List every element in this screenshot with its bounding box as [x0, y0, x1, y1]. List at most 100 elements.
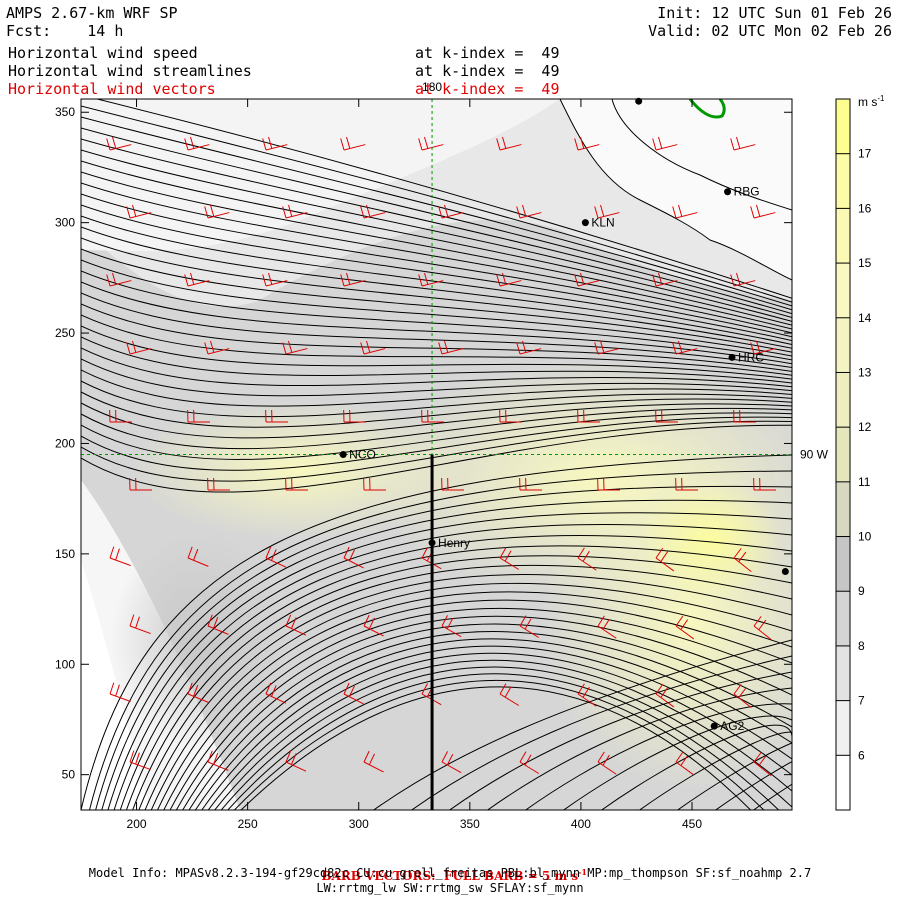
wind-barb [597, 751, 617, 775]
streamline [182, 623, 792, 810]
wind-barb [109, 546, 131, 567]
wind-barb [363, 477, 386, 491]
y-tick-label: 250 [55, 326, 75, 340]
streamline [101, 499, 792, 810]
x-tick-label: 450 [682, 817, 702, 831]
wind-barb [574, 136, 600, 151]
wind-barb [675, 477, 698, 491]
wind-barb [438, 340, 464, 355]
wind-barb [262, 136, 288, 151]
colorbar-label: 11 [858, 475, 871, 489]
wind-barb [655, 683, 675, 708]
wind-barb [207, 750, 229, 771]
x-tick-label: 300 [349, 817, 369, 831]
streamline [81, 380, 792, 418]
streamline [119, 535, 792, 810]
plot-frame [80, 98, 793, 811]
streamline [81, 347, 792, 388]
wind-barb [106, 136, 132, 151]
wind-barb [496, 272, 522, 287]
streamlines [81, 99, 792, 810]
wind-barb [109, 409, 132, 423]
wind-barb [418, 136, 444, 151]
streamline [81, 127, 792, 311]
streamline [81, 259, 792, 357]
field-level-speed: at k-index = 49 [415, 44, 560, 62]
colorbar-swatch [836, 263, 850, 318]
wind-barb [577, 409, 600, 423]
wind-barb [733, 684, 752, 709]
plot-area [81, 99, 792, 810]
y-tick-label: 150 [55, 547, 75, 561]
streamline [126, 545, 792, 810]
model-info-2: LW:rrtmg_lw SW:rrtmg_sw SFLAY:sf_mynn [316, 881, 584, 895]
wind-barb [733, 548, 752, 573]
meridian-label: 180 [422, 80, 442, 94]
streamline [81, 149, 792, 318]
station-label: RBG [734, 185, 760, 199]
colorbar-label: 9 [858, 584, 865, 598]
x-tick-label: 350 [460, 817, 480, 831]
wind-barb [129, 750, 151, 771]
wind-barb [360, 204, 386, 219]
streamline [113, 524, 792, 810]
wind-barb [499, 409, 522, 423]
streamline [144, 574, 792, 810]
streamline [207, 652, 792, 810]
coastline-inner [611, 99, 792, 211]
wind-barb [655, 409, 678, 423]
streamline [188, 631, 792, 810]
streamline [81, 248, 792, 353]
colorbar-label: 10 [858, 530, 872, 544]
model-info: Model Info: MPASv8.2.3-194-gf29cd82c CU:… [88, 866, 812, 880]
streamline [233, 679, 765, 810]
streamline [81, 314, 792, 376]
streamline [81, 226, 792, 345]
field-name-vectors: Horizontal wind vectors [8, 80, 216, 98]
wind-barb [750, 204, 776, 219]
colorbar-swatch [836, 591, 850, 646]
barb-legend-exp: -1 [578, 867, 587, 877]
streamline [81, 138, 792, 315]
wind-barb [753, 752, 772, 777]
streamline [169, 607, 792, 810]
wind-barb [655, 547, 675, 572]
streamline [81, 105, 792, 303]
wind-barb [753, 616, 772, 641]
streamline [81, 292, 792, 369]
wind-barb [730, 136, 756, 151]
y-tick-label: 100 [55, 657, 75, 671]
x-tick-label: 250 [238, 817, 258, 831]
y-tick-label: 50 [62, 768, 76, 782]
colorbar-label: 7 [858, 694, 865, 708]
streamline [638, 731, 792, 810]
streamline [676, 742, 792, 810]
colorbar-swatch [836, 317, 850, 373]
streamline [175, 615, 792, 810]
wind-barb [519, 477, 542, 491]
wind-barb [421, 409, 444, 423]
streamline [562, 715, 792, 810]
station-marker [724, 188, 732, 196]
wind-barb [730, 272, 756, 287]
streamline [81, 369, 792, 407]
speed-shadow [110, 530, 290, 750]
wind-barb [265, 682, 287, 704]
terrain-contour-green [688, 99, 726, 119]
streamline [81, 270, 792, 361]
streamline [524, 703, 792, 810]
streamline [227, 673, 780, 810]
x-tick-label: 400 [571, 817, 591, 831]
wind-barb [184, 272, 210, 287]
wind-barb [441, 615, 462, 638]
jet-max [640, 480, 780, 600]
wind-barb [597, 477, 620, 491]
streamline [81, 336, 792, 384]
colorbar-label: 15 [858, 256, 872, 270]
init-time: Init: 12 UTC Sun 01 Feb 26 [657, 4, 892, 22]
wind-barb [594, 340, 620, 355]
field-level-vectors: at k-index = 49 [415, 80, 560, 98]
streamline [220, 666, 792, 810]
streamline [81, 160, 792, 322]
streamline [448, 671, 792, 810]
